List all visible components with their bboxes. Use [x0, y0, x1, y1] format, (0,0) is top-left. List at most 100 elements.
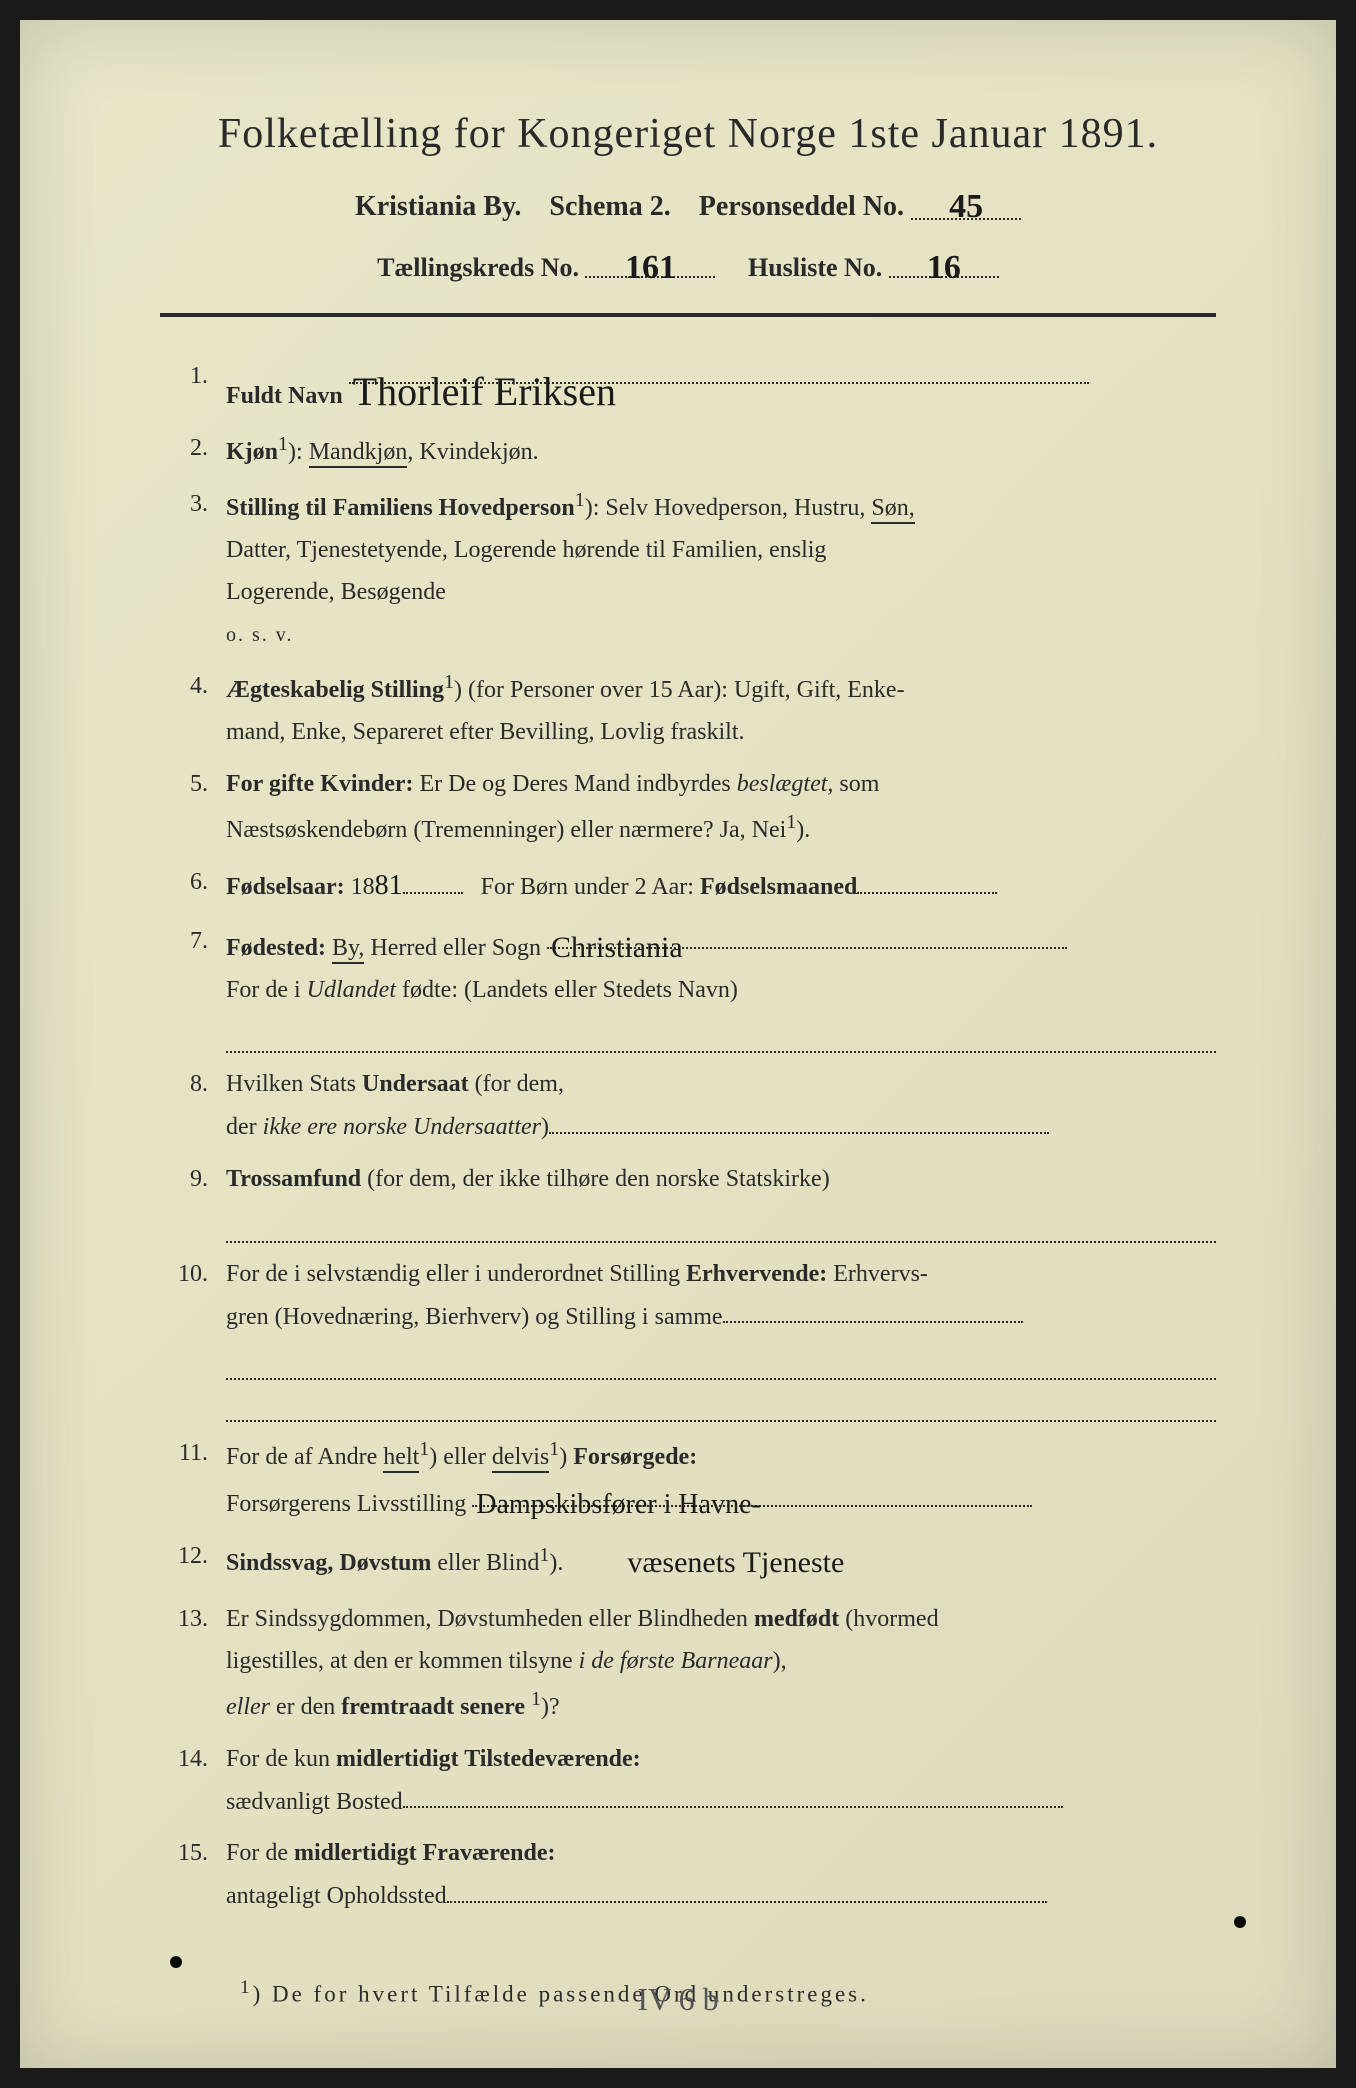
entry-12: 12. Sindssvag, Døvstum eller Blind1). væ…	[170, 1535, 1216, 1588]
entry-body: Hvilken Stats Undersaat (for dem, der ik…	[226, 1063, 1216, 1148]
q8-line2a: der	[226, 1114, 263, 1140]
q3-osv: o. s. v.	[226, 624, 293, 646]
q5-text1: Er De og Deres Mand indbyrdes	[420, 771, 737, 797]
entry-body: Er Sindssygdommen, Døvstumheden eller Bl…	[226, 1598, 1216, 1728]
q13-line3a: er den	[270, 1694, 341, 1720]
entry-num: 8.	[170, 1063, 226, 1148]
q5-line2: Næstsøskendebørn (Tremenninger) eller næ…	[226, 817, 786, 843]
sup-1: 1	[786, 811, 796, 833]
q13-line2ital: i de første Barneaar	[579, 1648, 773, 1674]
q7-line2b: fødte: (Landets eller Stedets Navn)	[396, 977, 738, 1003]
entry-num: 12.	[170, 1535, 226, 1588]
q11-line2: Forsørgerens Livsstilling	[226, 1491, 466, 1517]
q3-underlined: Søn,	[871, 495, 914, 524]
entry-7: 7. Fødested: By, Herred eller Sogn Chris…	[170, 920, 1216, 1053]
entry-num: 13.	[170, 1598, 226, 1728]
q8-text2: (for dem,	[469, 1071, 564, 1097]
entry-num: 9.	[170, 1158, 226, 1242]
q10-dotted3	[226, 1384, 1216, 1422]
q15-line2: antageligt Opholdssted	[226, 1883, 447, 1909]
pinhole-right	[1234, 1916, 1246, 1928]
q4-paren: (for Personer over 15 Aar):	[468, 677, 734, 703]
q2-underlined: Mandkjøn	[309, 439, 408, 468]
q13-line3ital: eller	[226, 1694, 270, 1720]
entry-9: 9. Trossamfund (for dem, der ikke tilhør…	[170, 1158, 1216, 1242]
q11-text1: For de af Andre	[226, 1444, 383, 1470]
q7-label: Fødested:	[226, 935, 326, 961]
entry-body: For gifte Kvinder: Er De og Deres Mand i…	[226, 763, 1216, 851]
q3-label: Stilling til Familiens Hovedperson	[226, 495, 575, 521]
q13-line3end: )?	[541, 1694, 560, 1720]
q8-line2ital: ikke ere norske Undersaatter	[263, 1114, 541, 1140]
entry-num: 15.	[170, 1832, 226, 1917]
q7-underlined: By,	[332, 935, 364, 964]
main-title: Folketælling for Kongeriget Norge 1ste J…	[160, 110, 1216, 158]
entry-num: 3.	[170, 483, 226, 655]
q1-field: Thorleif Eriksen	[349, 355, 1089, 384]
q15-label: midlertidigt Fraværende:	[294, 1840, 556, 1866]
entry-3: 3. Stilling til Familiens Hovedperson1):…	[170, 483, 1216, 655]
q11-label: Forsørgede:	[573, 1444, 697, 1470]
q15-dotted	[447, 1874, 1047, 1903]
kreds-value: 161	[621, 249, 680, 286]
q10-text2: Erhvervs-	[827, 1261, 928, 1287]
subtitle-line-2: Tællingskreds No. 161 Husliste No. 16	[160, 247, 1216, 283]
q7-text1: Herred eller Sogn	[370, 935, 541, 961]
q4-label: Ægteskabelig Stilling	[226, 677, 444, 703]
sup: 1	[419, 1438, 429, 1460]
subtitle-line: Kristiania By. Schema 2. Personseddel No…	[160, 186, 1216, 223]
q5-text2: som	[839, 771, 879, 797]
entry-1: 1. Fuldt Navn Thorleif Eriksen	[170, 355, 1216, 417]
husliste-value: 16	[923, 249, 965, 286]
q5-end: ).	[796, 817, 810, 843]
q10-dotted2	[226, 1341, 1216, 1379]
entry-15: 15. For de midlertidigt Fraværende: anta…	[170, 1832, 1216, 1917]
entry-5: 5. For gifte Kvinder: Er De og Deres Man…	[170, 763, 1216, 851]
sup-1: 1	[444, 671, 454, 693]
entry-num: 7.	[170, 920, 226, 1053]
entry-num: 11.	[170, 1432, 226, 1525]
q13-text1: Er Sindssygdommen, Døvstumheden eller Bl…	[226, 1606, 754, 1632]
q6-text2: For Børn under 2 Aar:	[481, 874, 694, 900]
sup-1: 1	[575, 489, 585, 511]
schema-label: Schema 2.	[549, 191, 670, 222]
q11-u2: delvis	[492, 1444, 549, 1473]
q12-end: ).	[549, 1550, 563, 1576]
entry-body: Trossamfund (for dem, der ikke tilhøre d…	[226, 1158, 1216, 1242]
q7-dotted-full	[226, 1015, 1216, 1053]
q7-line2ital: Udlandet	[307, 977, 396, 1003]
q13-line2b: ),	[773, 1648, 787, 1674]
personseddel-label: Personseddel No.	[699, 191, 904, 222]
q7-line2a: For de i	[226, 977, 307, 1003]
q15-text: For de	[226, 1840, 294, 1866]
sup: 1	[539, 1544, 549, 1566]
q14-dotted	[403, 1780, 1063, 1809]
q1-value: Thorleif Eriksen	[349, 369, 620, 414]
q10-label: Erhvervende:	[686, 1261, 827, 1287]
city-label: Kristiania By.	[355, 191, 521, 222]
q14-label: midlertidigt Tilstedeværende:	[336, 1746, 641, 1772]
q11-text3: )	[559, 1444, 573, 1470]
entries-block: 1. Fuldt Navn Thorleif Eriksen 2. Kjøn1)…	[160, 355, 1216, 1917]
entry-num: 14.	[170, 1738, 226, 1823]
entry-num: 5.	[170, 763, 226, 851]
entry-body: Stilling til Familiens Hovedperson1): Se…	[226, 483, 1216, 655]
q9-text: (for dem, der ikke tilhøre den norske St…	[367, 1166, 830, 1192]
q12-text: eller Blind	[431, 1550, 539, 1576]
entry-10: 10. For de i selvstændig eller i underor…	[170, 1253, 1216, 1423]
q14-text: For de kun	[226, 1746, 336, 1772]
q1-label: Fuldt Navn	[226, 383, 343, 409]
q9-label: Trossamfund	[226, 1166, 361, 1192]
q8-label: Undersaat	[362, 1071, 469, 1097]
q4-opts: Ugift, Gift, Enke-	[734, 677, 905, 703]
q2-label: Kjøn	[226, 439, 278, 465]
q7-value: Christiania	[547, 931, 687, 964]
q3-line1: Selv Hovedperson, Hustru,	[605, 495, 871, 521]
entry-body: Ægteskabelig Stilling1) (for Personer ov…	[226, 665, 1216, 753]
q8-text1: Hvilken Stats	[226, 1071, 362, 1097]
entry-11: 11. For de af Andre helt1) eller delvis1…	[170, 1432, 1216, 1525]
q9-dotted	[226, 1204, 1216, 1242]
q8-dotted	[549, 1105, 1049, 1134]
census-form-page: Folketælling for Kongeriget Norge 1ste J…	[20, 20, 1336, 2068]
q6-year-hw: 81	[375, 870, 403, 901]
